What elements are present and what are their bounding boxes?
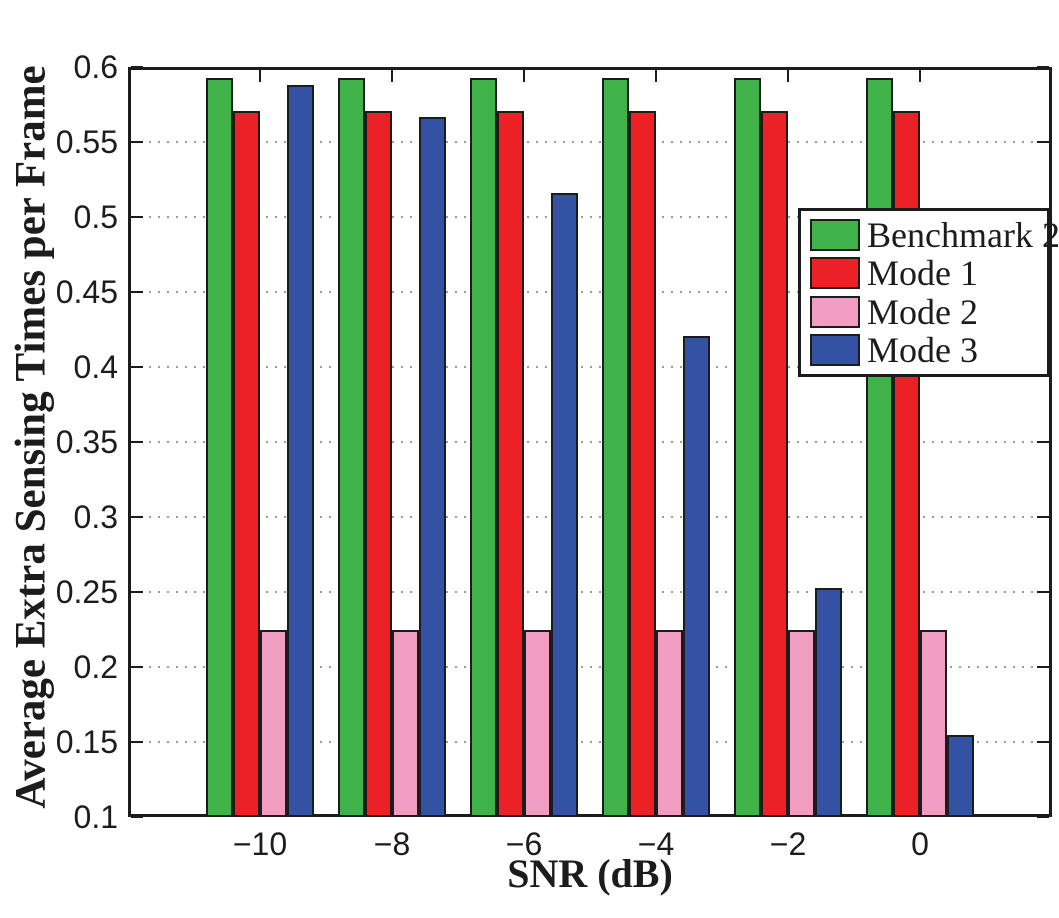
x-tick-top-0 — [919, 70, 921, 82]
y-tick-label-0.45: 0.45 — [55, 274, 118, 310]
x-tick-top-−6 — [523, 70, 525, 82]
y-tick-left-0.35 — [131, 441, 143, 443]
bar-mode-1-snr--2 — [761, 110, 788, 817]
bar-mode-3-snr--6 — [551, 193, 578, 817]
x-tick-top-−4 — [655, 70, 657, 82]
gridline-0.45 — [131, 291, 1049, 293]
gridline-0.15 — [131, 741, 1049, 743]
x-tick-label-−6: −6 — [505, 826, 543, 862]
bar-mode-2-snr--10 — [260, 629, 287, 817]
gridline-0.25 — [131, 591, 1049, 593]
y-tick-right-0.25 — [1037, 591, 1049, 593]
gridline-0.35 — [131, 441, 1049, 443]
gridline-0.3 — [131, 516, 1049, 518]
y-tick-left-0.2 — [131, 666, 143, 668]
bar-benchmark-2-snr--2 — [734, 77, 761, 817]
y-tick-label-0.2: 0.2 — [73, 649, 118, 685]
y-tick-left-0.25 — [131, 591, 143, 593]
y-tick-label-0.5: 0.5 — [73, 199, 118, 235]
bar-mode-1-snr--8 — [365, 110, 392, 817]
legend-label-benchmark-2: Benchmark 2 — [867, 215, 1059, 256]
legend: Benchmark 2 Mode 1 Mode 2 Mode 3 — [798, 208, 1059, 377]
bar-mode-1-snr--4 — [629, 110, 656, 817]
y-tick-right-0.15 — [1037, 741, 1049, 743]
bar-mode-1-snr--10 — [233, 110, 260, 817]
bar-mode-3-snr--10 — [287, 85, 314, 817]
y-tick-label-0.35: 0.35 — [55, 424, 118, 460]
y-tick-label-0.4: 0.4 — [73, 349, 118, 385]
x-tick-top-−8 — [391, 70, 393, 82]
bar-mode-3-snr-0 — [947, 734, 974, 817]
y-tick-label-0.1: 0.1 — [73, 799, 118, 835]
x-axis-label: SNR (dB) — [507, 851, 673, 896]
y-tick-label-0.15: 0.15 — [55, 724, 118, 760]
bar-mode-3-snr--8 — [419, 116, 446, 817]
gridline-0.5 — [131, 216, 1049, 218]
legend-item-mode-2: Mode 2 — [810, 294, 1047, 330]
bar-benchmark-2-snr--4 — [602, 77, 629, 817]
y-tick-left-0.6 — [131, 66, 143, 68]
legend-swatch-benchmark-2 — [810, 219, 860, 252]
y-tick-left-0.45 — [131, 291, 143, 293]
bar-benchmark-2-snr--6 — [470, 77, 497, 817]
legend-item-mode-3: Mode 3 — [810, 332, 1047, 368]
x-tick-label-−4: −4 — [637, 826, 675, 862]
legend-item-mode-1: Mode 1 — [810, 255, 1047, 291]
y-tick-left-0.15 — [131, 741, 143, 743]
legend-label-mode-3: Mode 3 — [867, 329, 978, 370]
bar-benchmark-2-snr--8 — [338, 77, 365, 817]
x-tick-label-0: 0 — [911, 826, 929, 862]
legend-item-benchmark-2: Benchmark 2 — [810, 217, 1059, 253]
bar-benchmark-2-snr-0 — [866, 77, 893, 817]
gridline-0.2 — [131, 666, 1049, 668]
y-tick-right-0.55 — [1037, 141, 1049, 143]
y-tick-label-0.55: 0.55 — [55, 124, 118, 160]
x-tick-label-−2: −2 — [769, 826, 807, 862]
bar-benchmark-2-snr--10 — [206, 77, 233, 817]
bar-mode-2-snr-0 — [920, 629, 947, 817]
x-tick-label-−8: −8 — [373, 826, 411, 862]
y-tick-label-0.3: 0.3 — [73, 499, 118, 535]
x-tick-top-−2 — [787, 70, 789, 82]
bar-mode-3-snr--4 — [683, 335, 710, 817]
x-tick-top-−10 — [259, 70, 261, 82]
legend-label-mode-1: Mode 1 — [867, 253, 978, 294]
y-tick-right-0.1 — [1037, 816, 1049, 818]
y-tick-left-0.3 — [131, 516, 143, 518]
y-tick-right-0.6 — [1037, 66, 1049, 68]
y-tick-left-0.55 — [131, 141, 143, 143]
legend-swatch-mode-3 — [810, 333, 860, 366]
y-tick-left-0.4 — [131, 366, 143, 368]
legend-swatch-mode-2 — [810, 295, 860, 328]
legend-label-mode-2: Mode 2 — [867, 291, 978, 332]
y-tick-right-0.2 — [1037, 666, 1049, 668]
bar-mode-2-snr--4 — [656, 629, 683, 817]
bar-mode-2-snr--8 — [392, 629, 419, 817]
y-tick-right-0.3 — [1037, 516, 1049, 518]
gridline-0.4 — [131, 366, 1049, 368]
y-tick-label-0.6: 0.6 — [73, 49, 118, 85]
bar-mode-2-snr--6 — [524, 629, 551, 817]
legend-swatch-mode-1 — [810, 257, 860, 290]
y-tick-label-0.25: 0.25 — [55, 574, 118, 610]
bar-mode-1-snr--6 — [497, 110, 524, 817]
x-tick-label-−10: −10 — [232, 826, 288, 862]
y-tick-left-0.5 — [131, 216, 143, 218]
y-tick-left-0.1 — [131, 816, 143, 818]
bar-mode-3-snr--2 — [815, 587, 842, 817]
gridline-0.55 — [131, 141, 1049, 143]
bar-mode-2-snr--2 — [788, 629, 815, 817]
y-tick-right-0.35 — [1037, 441, 1049, 443]
